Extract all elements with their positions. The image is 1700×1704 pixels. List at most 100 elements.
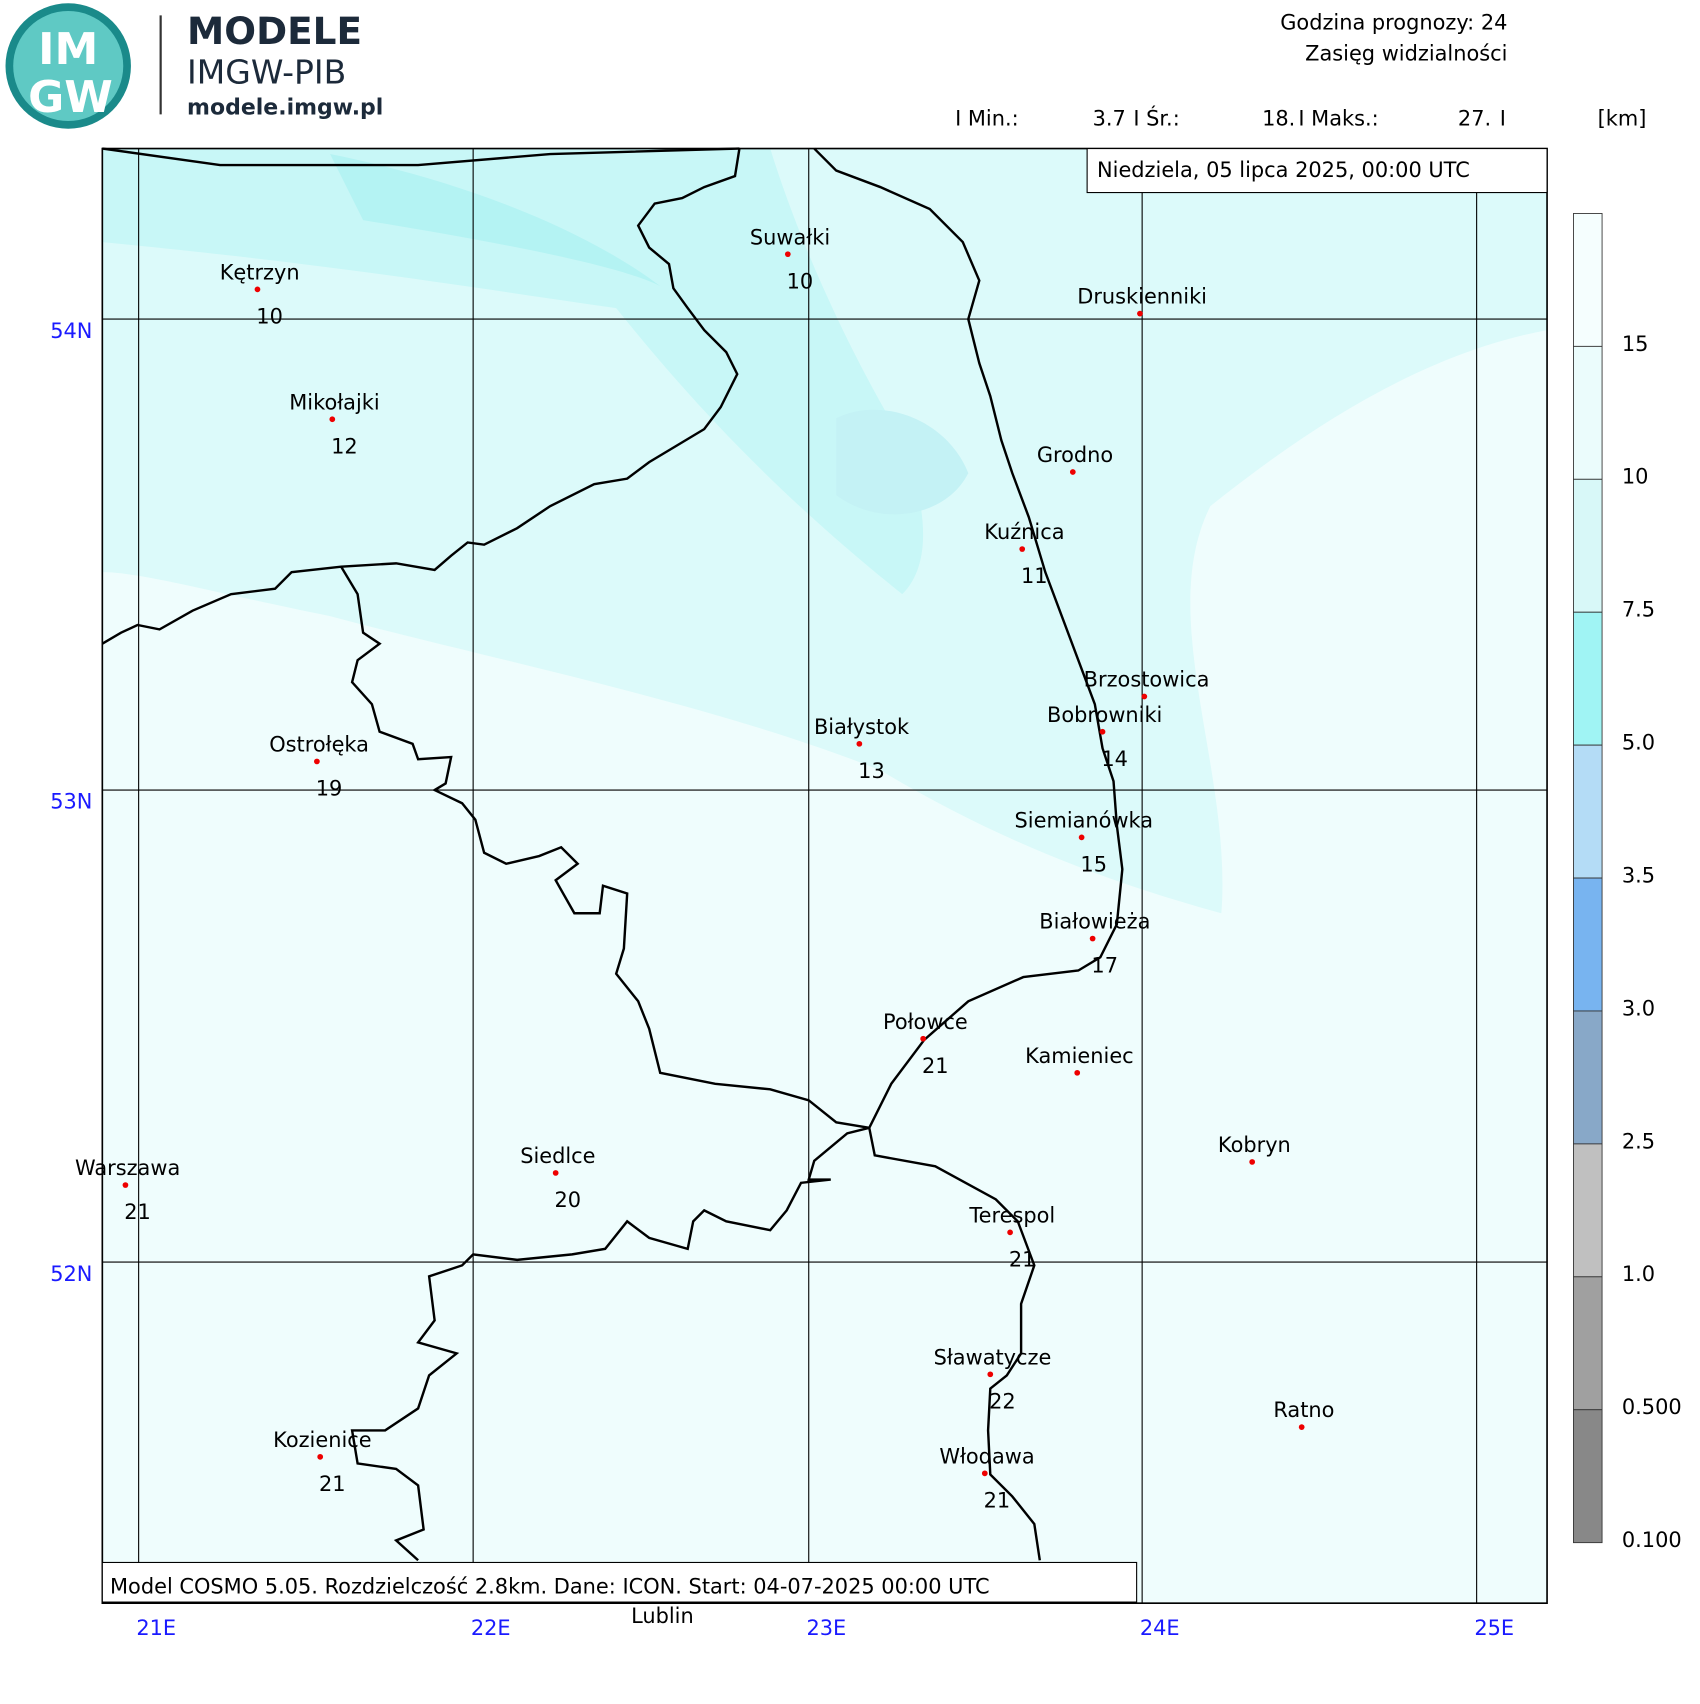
date: Niedziela, 05 lipca 2025, 00:00 UTC	[1097, 158, 1470, 182]
city-name: Suwałki	[750, 225, 830, 249]
stat: I Min.:	[955, 106, 1019, 130]
city-name: Mikołajki	[289, 390, 379, 414]
latitude-label: 52N	[50, 1262, 92, 1286]
city-dot	[1078, 834, 1085, 841]
legend-swatch	[1573, 345, 1603, 480]
longitude-label: 21E	[136, 1616, 176, 1640]
brand: MODELE	[187, 9, 362, 53]
border	[101, 148, 741, 645]
city-dot	[1099, 728, 1106, 735]
city-name: Ostrołęka	[269, 733, 369, 757]
institute: IMGW-PIB	[187, 53, 346, 92]
longitude-label: 23E	[806, 1616, 846, 1640]
city-name: Kozienice	[273, 1428, 371, 1452]
city-name: Terespol	[968, 1203, 1055, 1227]
latitude-label: 53N	[50, 790, 92, 814]
city-dot	[856, 740, 863, 747]
legend-swatch	[1573, 1409, 1603, 1544]
city-dot	[920, 1035, 927, 1042]
stat: 18.	[1262, 106, 1295, 130]
city-name: Białowieża	[1039, 910, 1150, 934]
border	[350, 1126, 870, 1562]
forecast-hour: Godzina prognozy: 24	[1280, 11, 1507, 35]
latitude-label: 54N	[50, 319, 92, 343]
logo-text: IM	[38, 24, 98, 75]
city-name: Druskienniki	[1077, 285, 1207, 309]
border	[340, 566, 870, 1130]
legend-swatch	[1573, 744, 1603, 879]
city-dot	[1069, 469, 1076, 475]
city-dot	[1074, 1069, 1081, 1076]
city-dot	[1137, 310, 1143, 317]
border	[102, 147, 740, 167]
city-dot	[314, 758, 320, 765]
city-name: Połowce	[883, 1010, 968, 1034]
legend-label: 1.0	[1622, 1262, 1655, 1286]
city-dot	[1019, 546, 1026, 552]
legend-swatch	[1573, 1143, 1603, 1278]
city-value: 15	[1080, 852, 1107, 876]
city-name: Grodno	[1037, 443, 1113, 467]
city-value: 19	[316, 777, 343, 801]
city-name: Sławatycze	[934, 1345, 1052, 1369]
city-name: Lublin	[631, 1604, 694, 1628]
legend: 15 10 7.5 5.0 3.5 3.0 2.5 1.0 0.500 0.100	[1573, 213, 1682, 1552]
city-dot	[981, 1470, 988, 1477]
city-name: Bobrowniki	[1047, 703, 1162, 727]
city-name: Siemianówka	[1015, 808, 1154, 832]
stat: [km]	[1598, 106, 1647, 130]
longitude-label: 22E	[471, 1616, 511, 1640]
legend-swatch	[1573, 1010, 1603, 1145]
city-value: 21	[922, 1054, 949, 1078]
city-value: 21	[124, 1200, 151, 1224]
legend-label: 0.100	[1622, 1528, 1682, 1552]
city-dot	[1089, 935, 1096, 942]
graticule: 21E 22E 23E 24E 25E 54N 53N 52N	[50, 148, 1548, 1640]
city-dot	[254, 286, 261, 293]
city-name: Kuźnica	[984, 520, 1064, 544]
cities: Kętrzyn 10 Suwałki 10 Druskienniki Mikołajki 1…	[75, 225, 1334, 1628]
legend-swatch	[1573, 611, 1603, 746]
map-frame	[101, 147, 1548, 1604]
visibility-field	[102, 148, 1548, 914]
visibility-field	[836, 409, 969, 515]
legend-label: 15	[1622, 332, 1649, 356]
legend-label: 10	[1622, 465, 1649, 489]
visibility-field	[102, 148, 924, 595]
city-dot	[1007, 1229, 1013, 1236]
city-value: 10	[787, 269, 814, 293]
city-name: Białystok	[814, 715, 910, 739]
legend-label: 0.500	[1622, 1395, 1682, 1419]
city-dot	[329, 416, 336, 423]
city-value: 21	[319, 1472, 346, 1496]
legend-swatch	[1573, 1276, 1603, 1411]
city-value: 10	[256, 304, 283, 328]
city-dot	[1249, 1159, 1256, 1165]
city-value: 22	[989, 1389, 1016, 1413]
city-value: 11	[1021, 564, 1048, 588]
logo-inner	[13, 11, 124, 122]
city-value: 20	[554, 1188, 581, 1212]
city-value: 14	[1101, 747, 1128, 771]
footer: Model COSMO 5.05. Rozdzielczość 2.8km. D…	[110, 1574, 990, 1598]
city-name: Włodawa	[939, 1444, 1034, 1468]
visibility-field	[330, 154, 661, 287]
city-value: 21	[984, 1488, 1011, 1512]
legend-swatch	[1573, 478, 1603, 613]
legend-label: 7.5	[1622, 598, 1655, 622]
city-name: Brzostowica	[1084, 668, 1210, 692]
city-dot	[317, 1453, 324, 1460]
legend-label: 5.0	[1622, 731, 1655, 755]
city-dot	[1141, 693, 1148, 700]
legend-swatch	[1573, 877, 1603, 1012]
logo-text: GW	[28, 72, 113, 123]
city-name: Kobryn	[1218, 1133, 1291, 1157]
city-name: Siedlce	[520, 1144, 595, 1168]
city-dot	[122, 1182, 129, 1188]
longitude-label: 25E	[1474, 1616, 1514, 1640]
stat: 3.7	[1093, 106, 1126, 130]
stat: I Śr.:	[1133, 105, 1179, 130]
legend-label: 3.0	[1622, 996, 1655, 1020]
